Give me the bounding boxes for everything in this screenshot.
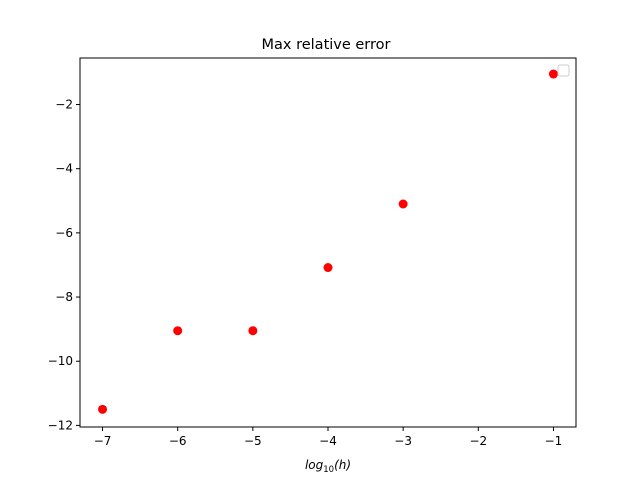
y-tick-label: −8 — [55, 290, 73, 304]
x-tick-label: −5 — [244, 434, 262, 448]
data-point — [548, 69, 558, 79]
x-tick-label: −3 — [394, 434, 412, 448]
data-point — [248, 326, 258, 336]
plot-frame — [79, 57, 577, 428]
x-tick-label: −4 — [319, 434, 337, 448]
chart-title: Max relative error — [262, 37, 391, 53]
data-point — [323, 263, 333, 273]
x-tick-label: −6 — [169, 434, 187, 448]
y-tick-label: −12 — [48, 418, 73, 432]
data-point — [173, 326, 183, 336]
x-axis-label-subscript: 10 — [323, 465, 334, 475]
y-tick-label: −10 — [48, 354, 73, 368]
x-tick-label: −7 — [94, 434, 112, 448]
x-tick-label: −2 — [469, 434, 487, 448]
y-tick-label: −2 — [55, 98, 73, 112]
legend-box — [557, 64, 570, 77]
data-point — [98, 404, 108, 414]
x-axis-label-prefix: log — [305, 458, 324, 472]
data-points-layer — [98, 69, 558, 414]
y-tick-label: −6 — [55, 226, 73, 240]
tick-layer: −7 −6 −5 −4 −3 −2 −1 −12 −10 −8 −6 −4 −2 — [48, 98, 563, 448]
x-axis-label-suffix: (h) — [334, 458, 351, 472]
y-tick-label: −4 — [55, 162, 73, 176]
data-point — [398, 199, 408, 209]
x-tick-label: −1 — [545, 434, 563, 448]
x-axis-label: log10(h) — [305, 458, 351, 475]
